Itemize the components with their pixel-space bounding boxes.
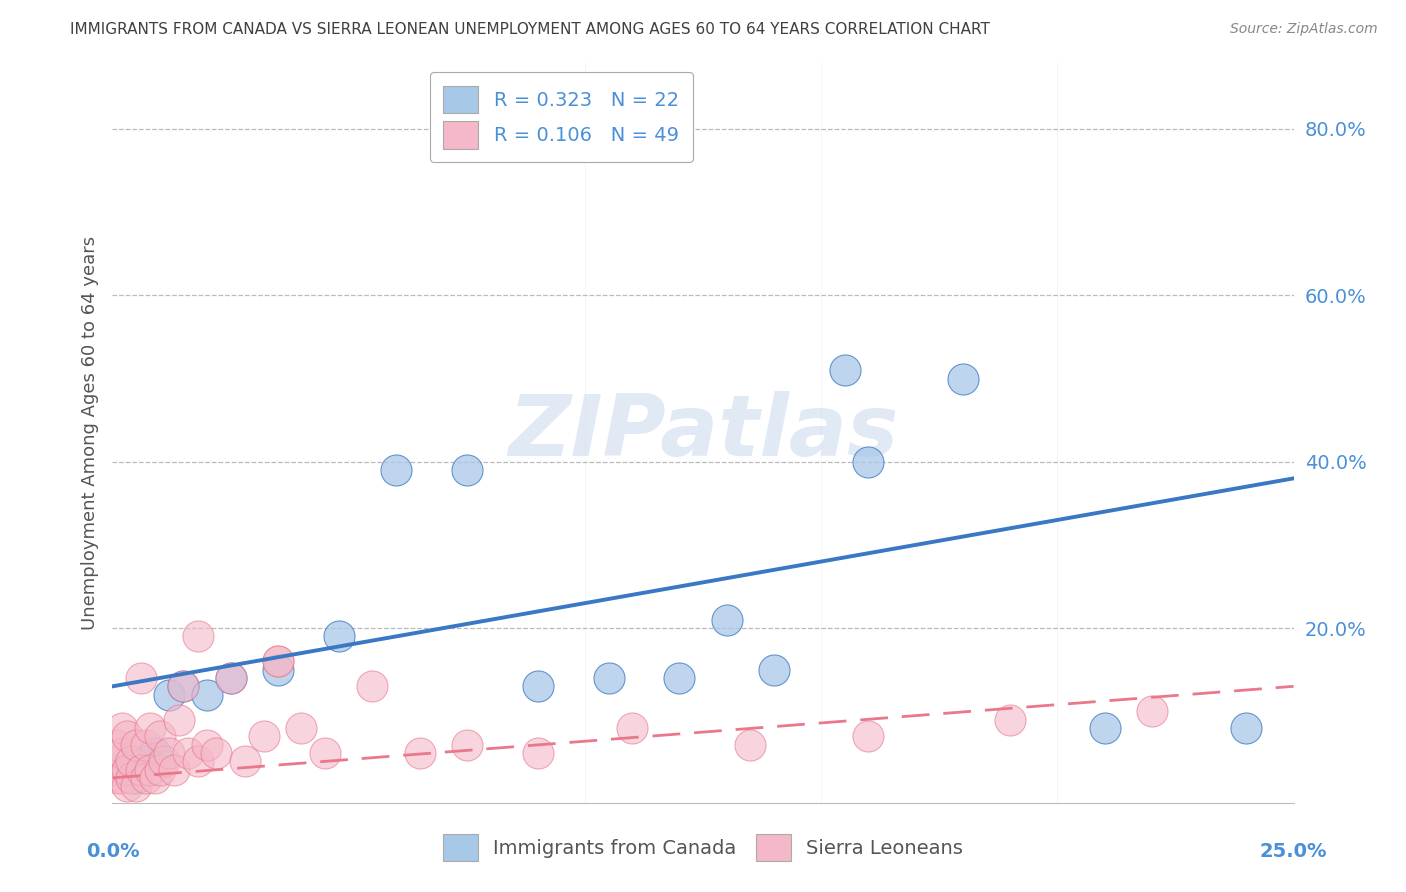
Point [115, 763, 138, 777]
Point [129, 671, 152, 685]
Point [157, 688, 180, 702]
Point [205, 746, 228, 760]
Point [598, 671, 620, 685]
Legend: R = 0.323   N = 22, R = 0.106   N = 49: R = 0.323 N = 22, R = 0.106 N = 49 [430, 72, 693, 162]
Point [834, 363, 856, 377]
Point [120, 754, 142, 768]
Legend: Immigrants from Canada, Sierra Leoneans: Immigrants from Canada, Sierra Leoneans [434, 826, 972, 869]
Point [668, 671, 690, 685]
Point [290, 721, 312, 735]
Point [526, 746, 548, 760]
Point [157, 746, 180, 760]
Point [167, 713, 190, 727]
Point [233, 754, 256, 768]
Point [1094, 721, 1116, 735]
Y-axis label: Unemployment Among Ages 60 to 64 years: Unemployment Among Ages 60 to 64 years [80, 235, 98, 630]
Point [952, 371, 974, 385]
Point [129, 763, 152, 777]
Point [195, 688, 218, 702]
Point [385, 463, 408, 477]
Point [115, 729, 138, 743]
Point [219, 671, 242, 685]
Point [361, 679, 384, 693]
Point [135, 771, 157, 785]
Text: ZIPatlas: ZIPatlas [508, 391, 898, 475]
Point [143, 771, 166, 785]
Point [153, 754, 176, 768]
Point [111, 721, 134, 735]
Text: 25.0%: 25.0% [1260, 842, 1327, 861]
Point [105, 771, 128, 785]
Text: IMMIGRANTS FROM CANADA VS SIERRA LEONEAN UNEMPLOYMENT AMONG AGES 60 TO 64 YEARS : IMMIGRANTS FROM CANADA VS SIERRA LEONEAN… [70, 22, 990, 37]
Point [125, 771, 148, 785]
Point [149, 763, 172, 777]
Point [621, 721, 644, 735]
Text: Source: ZipAtlas.com: Source: ZipAtlas.com [1230, 22, 1378, 37]
Point [858, 729, 880, 743]
Point [135, 738, 157, 752]
Point [762, 663, 785, 677]
Point [115, 779, 138, 793]
Point [115, 763, 138, 777]
Point [456, 738, 478, 752]
Point [456, 463, 478, 477]
Point [139, 721, 162, 735]
Point [219, 671, 242, 685]
Point [740, 738, 762, 752]
Point [105, 738, 128, 752]
Point [998, 713, 1021, 727]
Point [526, 679, 548, 693]
Point [120, 771, 142, 785]
Point [1234, 721, 1257, 735]
Point [163, 763, 186, 777]
Point [253, 729, 276, 743]
Text: 0.0%: 0.0% [86, 842, 139, 861]
Point [149, 729, 172, 743]
Point [177, 746, 200, 760]
Point [105, 754, 128, 768]
Point [111, 771, 134, 785]
Point [716, 613, 738, 627]
Point [125, 738, 148, 752]
Point [314, 746, 336, 760]
Point [139, 763, 162, 777]
Point [172, 679, 194, 693]
Point [105, 763, 128, 777]
Point [408, 746, 430, 760]
Point [267, 654, 290, 668]
Point [267, 654, 290, 668]
Point [186, 629, 208, 643]
Point [267, 663, 290, 677]
Point [328, 629, 350, 643]
Point [1140, 704, 1163, 718]
Point [125, 779, 148, 793]
Point [143, 746, 166, 760]
Point [195, 738, 218, 752]
Point [858, 455, 880, 469]
Point [172, 679, 194, 693]
Point [135, 754, 157, 768]
Point [111, 746, 134, 760]
Point [186, 754, 208, 768]
